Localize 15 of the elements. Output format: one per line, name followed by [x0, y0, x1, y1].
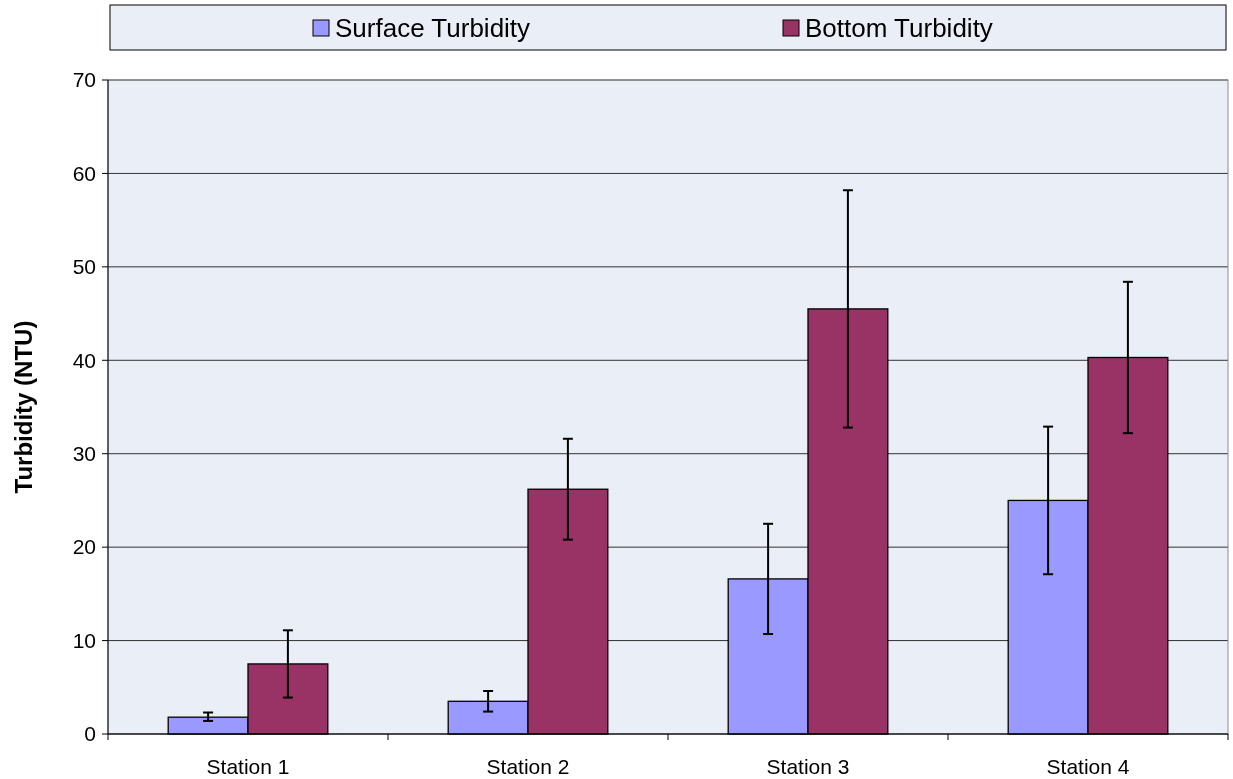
y-tick-label: 70 [72, 68, 96, 92]
y-tick-label: 60 [72, 161, 96, 185]
y-tick-label: 30 [72, 442, 96, 466]
x-tick-label: Station 4 [1046, 755, 1130, 778]
y-tick-label: 40 [72, 348, 96, 372]
x-tick-label: Station 1 [206, 755, 290, 778]
y-tick-label: 10 [72, 628, 96, 652]
y-tick-label: 0 [84, 722, 96, 746]
y-tick-label: 20 [72, 535, 96, 559]
x-tick-label: Station 3 [766, 755, 850, 778]
legend-label: Surface Turbidity [335, 13, 531, 44]
y-axis-title: Turbidity (NTU) [10, 320, 37, 494]
x-tick-label: Station 2 [486, 755, 570, 778]
legend-label: Bottom Turbidity [805, 13, 993, 44]
y-tick-label: 50 [72, 255, 96, 279]
